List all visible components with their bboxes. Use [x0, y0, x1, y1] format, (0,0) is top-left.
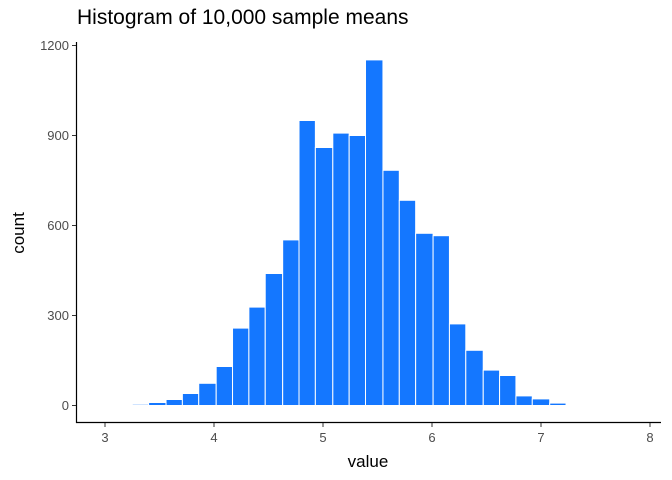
chart-title: Histogram of 10,000 sample means: [77, 6, 409, 29]
x-tick-label: 6: [428, 430, 435, 445]
histogram-bar: [332, 132, 350, 406]
histogram-bar: [565, 404, 583, 406]
histogram-bar: [348, 135, 367, 406]
x-tick-label: 4: [210, 430, 217, 445]
y-tick-label: 900: [47, 128, 69, 143]
histogram-bar: [382, 169, 400, 406]
histogram-bar: [415, 232, 434, 406]
histogram-bar: [298, 120, 316, 406]
histogram-bar: [365, 59, 384, 407]
y-axis-label: count: [9, 212, 28, 254]
histogram-bar: [499, 375, 517, 406]
histogram-bar: [482, 369, 501, 407]
x-tick-label: 3: [101, 430, 108, 445]
histogram-bar: [165, 399, 183, 406]
histogram-bar: [515, 395, 533, 406]
histogram-bar: [549, 402, 567, 407]
y-tick-label: 0: [62, 398, 69, 413]
histogram-bar: [531, 398, 551, 406]
histogram-bar: [448, 323, 467, 406]
x-axis-label: value: [348, 452, 389, 471]
histogram-bar: [282, 239, 300, 406]
y-ticks: 0 300 600 900 1200: [40, 38, 76, 413]
y-tick-label: 600: [47, 218, 69, 233]
histogram-bar: [398, 199, 417, 406]
x-tick-label: 7: [537, 430, 544, 445]
histogram-bar: [148, 402, 167, 406]
x-ticks: 3 4 5 6 7 8: [101, 423, 654, 445]
histogram-bar: [264, 273, 284, 406]
x-tick-label: 5: [319, 430, 326, 445]
histogram-bar: [198, 382, 217, 406]
histogram-bar: [131, 403, 150, 406]
histogram-bar: [248, 306, 266, 407]
histogram-bar: [314, 147, 334, 406]
histogram-bar: [181, 393, 200, 406]
x-tick-label: 8: [646, 430, 653, 445]
y-tick-label: 300: [47, 308, 69, 323]
bars-group: [131, 59, 583, 407]
histogram-bar: [215, 366, 234, 406]
histogram-bar: [465, 349, 484, 406]
histogram-bar: [232, 327, 250, 407]
y-tick-label: 1200: [40, 38, 69, 53]
histogram-bar: [432, 235, 450, 406]
